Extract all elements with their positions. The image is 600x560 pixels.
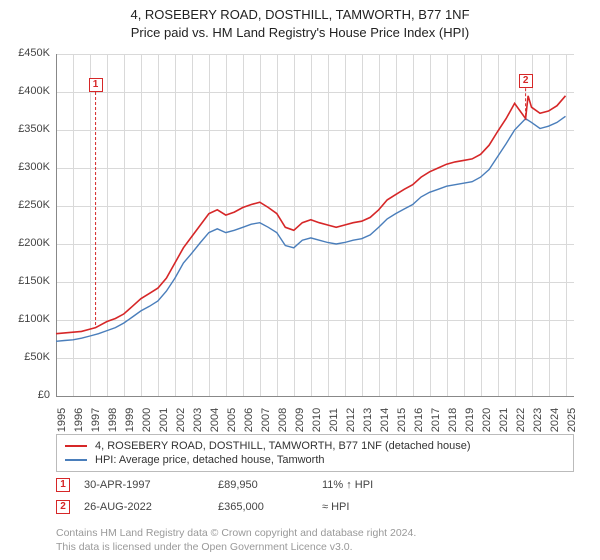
x-tick-label: 1999 bbox=[124, 408, 136, 432]
x-tick-label: 2002 bbox=[175, 408, 187, 432]
x-tick-label: 2015 bbox=[396, 408, 408, 432]
sale-price: £89,950 bbox=[218, 479, 308, 491]
x-tick-label: 2014 bbox=[379, 408, 391, 432]
sale-row: 2 26-AUG-2022 £365,000 ≈ HPI bbox=[56, 500, 349, 514]
y-tick-label: £350K bbox=[0, 123, 50, 135]
x-tick-label: 2025 bbox=[566, 408, 578, 432]
x-tick-label: 1998 bbox=[107, 408, 119, 432]
x-tick-label: 2008 bbox=[277, 408, 289, 432]
x-tick-label: 2004 bbox=[209, 408, 221, 432]
x-tick-label: 2006 bbox=[243, 408, 255, 432]
y-tick-label: £250K bbox=[0, 199, 50, 211]
series-hpi bbox=[56, 116, 566, 341]
sale-date: 26-AUG-2022 bbox=[84, 501, 204, 513]
y-tick-label: £200K bbox=[0, 237, 50, 249]
x-tick-label: 2011 bbox=[328, 408, 340, 432]
x-tick-label: 2007 bbox=[260, 408, 272, 432]
legend-swatch bbox=[65, 459, 87, 461]
y-tick-label: £100K bbox=[0, 313, 50, 325]
x-tick-label: 2010 bbox=[311, 408, 323, 432]
legend-label: HPI: Average price, detached house, Tamw… bbox=[95, 454, 325, 466]
x-tick-label: 2020 bbox=[481, 408, 493, 432]
sale-price: £365,000 bbox=[218, 501, 308, 513]
y-tick-label: £50K bbox=[0, 351, 50, 363]
sale-row-marker: 2 bbox=[56, 500, 70, 514]
chart-legend: 4, ROSEBERY ROAD, DOSTHILL, TAMWORTH, B7… bbox=[56, 434, 574, 472]
x-tick-label: 1995 bbox=[56, 408, 68, 432]
x-tick-label: 2023 bbox=[532, 408, 544, 432]
x-tick-label: 2001 bbox=[158, 408, 170, 432]
x-tick-label: 2019 bbox=[464, 408, 476, 432]
x-tick-label: 1996 bbox=[73, 408, 85, 432]
y-tick-label: £300K bbox=[0, 161, 50, 173]
x-tick-label: 2024 bbox=[549, 408, 561, 432]
sale-marker-2: 2 bbox=[519, 74, 533, 88]
y-tick-label: £150K bbox=[0, 275, 50, 287]
y-tick-label: £400K bbox=[0, 85, 50, 97]
x-tick-label: 2012 bbox=[345, 408, 357, 432]
y-tick-label: £450K bbox=[0, 47, 50, 59]
sale-delta: 11% ↑ HPI bbox=[322, 479, 373, 491]
x-tick-label: 2000 bbox=[141, 408, 153, 432]
title-address: 4, ROSEBERY ROAD, DOSTHILL, TAMWORTH, B7… bbox=[0, 6, 600, 24]
x-tick-label: 2005 bbox=[226, 408, 238, 432]
footnote: Contains HM Land Registry data © Crown c… bbox=[56, 526, 416, 554]
chart-plot-area bbox=[56, 54, 574, 396]
x-tick-label: 2016 bbox=[413, 408, 425, 432]
legend-item: HPI: Average price, detached house, Tamw… bbox=[65, 453, 565, 467]
footnote-line1: Contains HM Land Registry data © Crown c… bbox=[56, 526, 416, 540]
y-tick-label: £0 bbox=[0, 389, 50, 401]
legend-label: 4, ROSEBERY ROAD, DOSTHILL, TAMWORTH, B7… bbox=[95, 440, 471, 452]
title-subtitle: Price paid vs. HM Land Registry's House … bbox=[0, 24, 600, 42]
x-tick-label: 2022 bbox=[515, 408, 527, 432]
x-tick-label: 1997 bbox=[90, 408, 102, 432]
sale-date: 30-APR-1997 bbox=[84, 479, 204, 491]
x-tick-label: 2009 bbox=[294, 408, 306, 432]
x-tick-label: 2003 bbox=[192, 408, 204, 432]
x-tick-label: 2018 bbox=[447, 408, 459, 432]
footnote-line2: This data is licensed under the Open Gov… bbox=[56, 540, 416, 554]
x-tick-label: 2021 bbox=[498, 408, 510, 432]
series-price_paid bbox=[56, 96, 566, 334]
x-tick-label: 2013 bbox=[362, 408, 374, 432]
legend-item: 4, ROSEBERY ROAD, DOSTHILL, TAMWORTH, B7… bbox=[65, 439, 565, 453]
bottom-axis bbox=[56, 396, 574, 397]
sale-row: 1 30-APR-1997 £89,950 11% ↑ HPI bbox=[56, 478, 373, 492]
sale-marker-1: 1 bbox=[89, 78, 103, 92]
legend-swatch bbox=[65, 445, 87, 447]
x-tick-label: 2017 bbox=[430, 408, 442, 432]
sale-delta: ≈ HPI bbox=[322, 501, 349, 513]
sale-row-marker: 1 bbox=[56, 478, 70, 492]
chart-title-block: 4, ROSEBERY ROAD, DOSTHILL, TAMWORTH, B7… bbox=[0, 0, 600, 43]
series-svg bbox=[56, 54, 574, 396]
